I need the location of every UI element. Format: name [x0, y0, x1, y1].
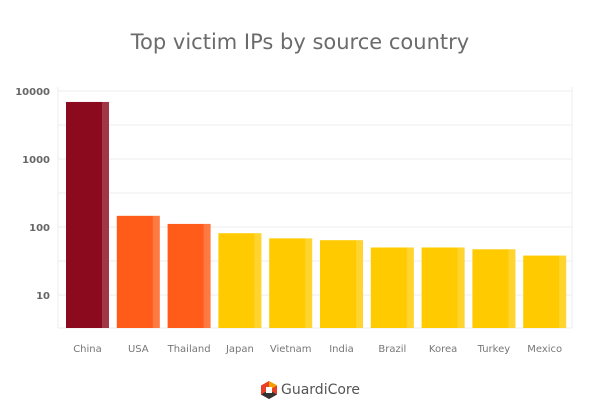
- bar-brazil: [370, 247, 414, 328]
- x-tick-label: USA: [128, 344, 149, 355]
- bar-mexico: [523, 255, 567, 328]
- bar-thailand: [167, 223, 211, 328]
- bar-highlight: [457, 247, 465, 328]
- guardicore-logo-icon: [261, 381, 277, 399]
- logo-text: GuardiCore: [281, 382, 360, 398]
- bar-highlight: [356, 240, 363, 328]
- bar-india: [320, 240, 363, 328]
- chart-title: Top victim IPs by source country: [130, 30, 470, 54]
- bar-highlight: [305, 238, 313, 328]
- bar-vietnam: [269, 238, 313, 328]
- bar-highlight: [508, 249, 516, 328]
- x-tick-label: Turkey: [477, 344, 511, 355]
- y-tick-label: 1000: [22, 155, 50, 166]
- bar-highlight: [102, 101, 109, 329]
- y-tick-label: 100: [29, 223, 50, 234]
- x-tick-label: Brazil: [378, 344, 406, 355]
- bar-china: [66, 101, 109, 329]
- x-tick-label: Japan: [225, 344, 254, 355]
- x-tick-label: India: [329, 344, 354, 355]
- x-tick-label: China: [73, 344, 102, 355]
- y-tick-label: 10: [36, 291, 50, 302]
- bar-highlight: [559, 255, 567, 328]
- x-tick-label: Vietnam: [270, 344, 312, 355]
- bar-turkey: [472, 249, 516, 328]
- bar-highlight: [152, 215, 160, 328]
- y-tick-label: 10000: [15, 87, 50, 98]
- x-tick-label: Thailand: [167, 344, 211, 355]
- bar-japan: [218, 233, 262, 328]
- bar-highlight: [203, 223, 211, 328]
- guardicore-logo: GuardiCore: [261, 381, 360, 399]
- bar-usa: [116, 215, 160, 328]
- x-tick-label: Mexico: [527, 344, 562, 355]
- bar-highlight: [254, 233, 262, 328]
- bar-highlight: [406, 247, 414, 328]
- x-tick-label: Korea: [429, 344, 457, 355]
- bar-korea: [421, 247, 465, 328]
